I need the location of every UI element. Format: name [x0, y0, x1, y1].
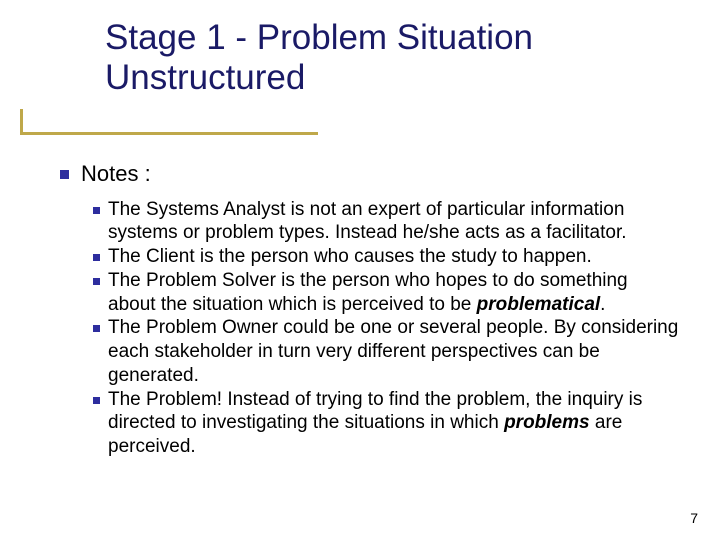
list-item: The Problem! Instead of trying to find t… — [93, 388, 680, 459]
square-bullet-icon — [93, 207, 100, 214]
slide-title: Stage 1 - Problem Situation Unstructured — [105, 18, 695, 99]
note-post: . — [600, 294, 605, 315]
body-block: Notes : The Systems Analyst is not an ex… — [60, 160, 680, 459]
note-text: The Client is the person who causes the … — [108, 245, 592, 269]
list-item: The Systems Analyst is not an expert of … — [93, 198, 680, 246]
title-block: Stage 1 - Problem Situation Unstructured — [105, 18, 695, 99]
slide: Stage 1 - Problem Situation Unstructured… — [0, 0, 720, 540]
square-bullet-icon — [93, 254, 100, 261]
level2-list: The Systems Analyst is not an expert of … — [93, 198, 680, 459]
title-line-1: Stage 1 - Problem Situation — [105, 18, 533, 57]
note-pre: The Systems Analyst is not an expert of … — [108, 199, 627, 244]
page-number: 7 — [690, 510, 698, 526]
note-pre: The Problem Owner could be one or severa… — [108, 317, 678, 386]
level1-item: Notes : — [60, 160, 680, 188]
note-text: The Problem! Instead of trying to find t… — [108, 388, 680, 459]
note-text: The Systems Analyst is not an expert of … — [108, 198, 680, 246]
square-bullet-icon — [93, 325, 100, 332]
title-underline — [20, 109, 318, 135]
title-line-2: Unstructured — [105, 58, 305, 97]
note-em: problematical — [477, 294, 601, 315]
note-pre: The Client is the person who causes the … — [108, 246, 592, 267]
note-em: problems — [504, 412, 590, 433]
square-bullet-icon — [93, 278, 100, 285]
square-bullet-icon — [60, 170, 69, 179]
note-text: The Problem Solver is the person who hop… — [108, 269, 680, 317]
list-item: The Client is the person who causes the … — [93, 245, 680, 269]
square-bullet-icon — [93, 397, 100, 404]
list-item: The Problem Solver is the person who hop… — [93, 269, 680, 317]
note-text: The Problem Owner could be one or severa… — [108, 316, 680, 387]
list-item: The Problem Owner could be one or severa… — [93, 316, 680, 387]
level1-label: Notes : — [81, 160, 151, 188]
